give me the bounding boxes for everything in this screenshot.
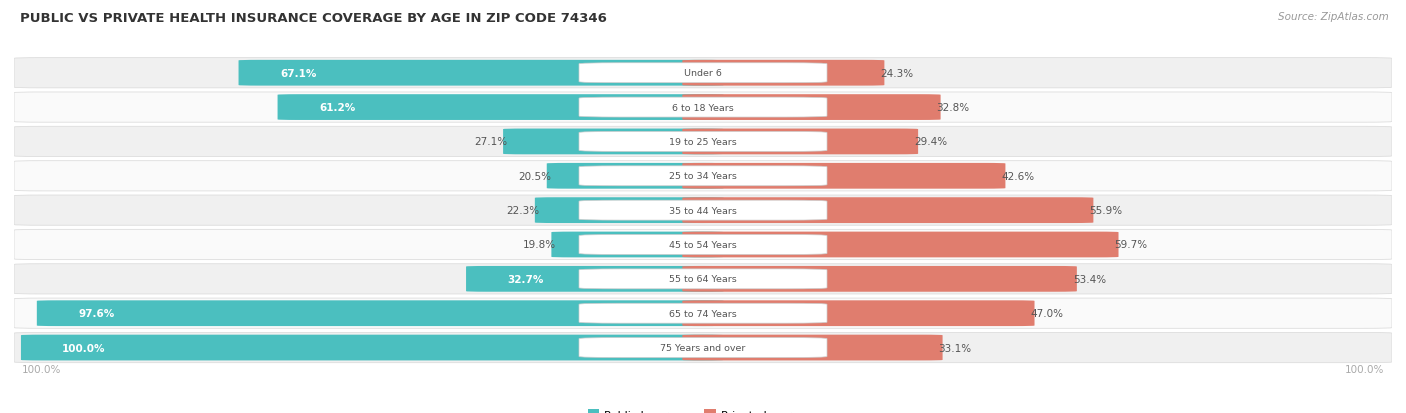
FancyBboxPatch shape — [14, 127, 1392, 157]
FancyBboxPatch shape — [682, 129, 918, 155]
Text: 100.0%: 100.0% — [62, 343, 105, 353]
FancyBboxPatch shape — [551, 232, 724, 258]
Text: 27.1%: 27.1% — [474, 137, 508, 147]
Text: 61.2%: 61.2% — [319, 103, 356, 113]
FancyBboxPatch shape — [14, 195, 1392, 226]
FancyBboxPatch shape — [579, 304, 827, 323]
FancyBboxPatch shape — [682, 95, 941, 121]
FancyBboxPatch shape — [682, 61, 884, 86]
FancyBboxPatch shape — [14, 230, 1392, 260]
FancyBboxPatch shape — [14, 59, 1392, 89]
Text: 19.8%: 19.8% — [523, 240, 555, 250]
Text: 100.0%: 100.0% — [22, 364, 62, 374]
Text: 35 to 44 Years: 35 to 44 Years — [669, 206, 737, 215]
Text: 67.1%: 67.1% — [280, 69, 316, 78]
Text: 45 to 54 Years: 45 to 54 Years — [669, 240, 737, 249]
FancyBboxPatch shape — [14, 93, 1392, 123]
FancyBboxPatch shape — [277, 95, 724, 121]
FancyBboxPatch shape — [579, 166, 827, 186]
Text: 42.6%: 42.6% — [1001, 171, 1035, 181]
Text: 47.0%: 47.0% — [1031, 309, 1063, 318]
FancyBboxPatch shape — [579, 64, 827, 83]
Text: PUBLIC VS PRIVATE HEALTH INSURANCE COVERAGE BY AGE IN ZIP CODE 74346: PUBLIC VS PRIVATE HEALTH INSURANCE COVER… — [20, 12, 606, 25]
FancyBboxPatch shape — [503, 129, 724, 155]
Text: 65 to 74 Years: 65 to 74 Years — [669, 309, 737, 318]
Text: 59.7%: 59.7% — [1115, 240, 1147, 250]
FancyBboxPatch shape — [579, 338, 827, 358]
Text: 97.6%: 97.6% — [79, 309, 114, 318]
Text: Under 6: Under 6 — [685, 69, 721, 78]
Text: 55 to 64 Years: 55 to 64 Years — [669, 275, 737, 284]
Text: 75 Years and over: 75 Years and over — [661, 343, 745, 352]
FancyBboxPatch shape — [14, 264, 1392, 294]
Text: Source: ZipAtlas.com: Source: ZipAtlas.com — [1278, 12, 1389, 22]
FancyBboxPatch shape — [14, 161, 1392, 192]
Text: 22.3%: 22.3% — [506, 206, 538, 216]
FancyBboxPatch shape — [465, 266, 724, 292]
Text: 6 to 18 Years: 6 to 18 Years — [672, 103, 734, 112]
FancyBboxPatch shape — [239, 61, 724, 86]
FancyBboxPatch shape — [534, 198, 724, 223]
Text: 20.5%: 20.5% — [517, 171, 551, 181]
FancyBboxPatch shape — [579, 235, 827, 255]
Text: 19 to 25 Years: 19 to 25 Years — [669, 138, 737, 147]
Text: 32.7%: 32.7% — [508, 274, 544, 284]
FancyBboxPatch shape — [579, 201, 827, 221]
FancyBboxPatch shape — [682, 335, 942, 361]
Legend: Public Insurance, Private Insurance: Public Insurance, Private Insurance — [583, 405, 823, 413]
Text: 100.0%: 100.0% — [1344, 364, 1384, 374]
FancyBboxPatch shape — [682, 198, 1094, 223]
FancyBboxPatch shape — [37, 301, 724, 326]
FancyBboxPatch shape — [14, 298, 1392, 328]
FancyBboxPatch shape — [21, 335, 724, 361]
Text: 25 to 34 Years: 25 to 34 Years — [669, 172, 737, 181]
FancyBboxPatch shape — [579, 132, 827, 152]
Text: 32.8%: 32.8% — [936, 103, 970, 113]
Text: 53.4%: 53.4% — [1073, 274, 1107, 284]
Text: 29.4%: 29.4% — [914, 137, 948, 147]
FancyBboxPatch shape — [579, 98, 827, 118]
FancyBboxPatch shape — [547, 164, 724, 189]
FancyBboxPatch shape — [14, 332, 1392, 363]
FancyBboxPatch shape — [682, 301, 1035, 326]
FancyBboxPatch shape — [682, 266, 1077, 292]
FancyBboxPatch shape — [682, 164, 1005, 189]
Text: 33.1%: 33.1% — [938, 343, 972, 353]
Text: 55.9%: 55.9% — [1090, 206, 1122, 216]
FancyBboxPatch shape — [682, 232, 1119, 258]
FancyBboxPatch shape — [579, 269, 827, 289]
Text: 24.3%: 24.3% — [880, 69, 914, 78]
